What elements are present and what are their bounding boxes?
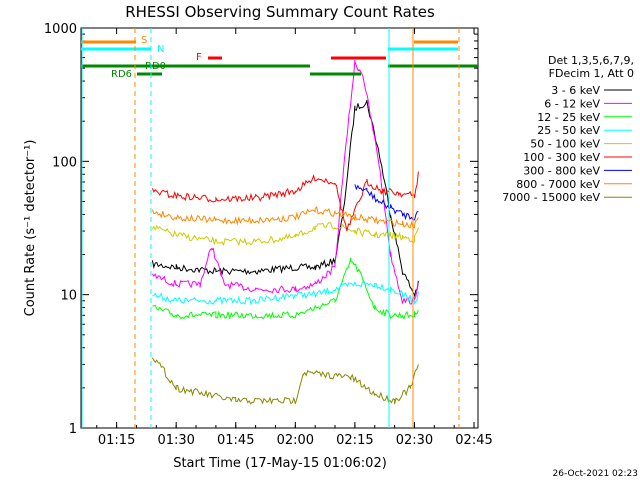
flags-layer: SN F RD0 RD6 (81, 28, 478, 428)
legend-label-3: 12 - 25 keV (537, 111, 600, 124)
y-tick-label: 10 (60, 289, 77, 304)
flag-label-n: N (157, 44, 164, 55)
legend-label-9: 7000 - 15000 keV (502, 191, 600, 204)
series-line-9 (151, 357, 419, 405)
x-tick-label: 01:30 (157, 433, 194, 448)
flag-label-f: F (196, 52, 202, 63)
legend-label-7: 300 - 800 keV (523, 164, 600, 177)
legend-label-2: 6 - 12 keV (544, 97, 600, 110)
series-line-3 (152, 257, 419, 320)
chart-title: RHESSI Observing Summary Count Rates (125, 3, 435, 21)
legend-label-1: 3 - 6 keV (551, 84, 600, 97)
legend-header-line-2: FDecim 1, Att 0 (549, 67, 634, 80)
series-line-7 (354, 184, 419, 221)
series-line-1 (151, 99, 419, 297)
x-tick-label: 02:15 (336, 433, 373, 448)
series-line-6 (151, 171, 419, 232)
x-tick-label: 02:45 (455, 433, 492, 448)
legend-label-8: 800 - 7000 keV (516, 178, 600, 191)
x-tick-label: 02:30 (396, 433, 433, 448)
flag-label-s: S (141, 35, 147, 46)
flag-label-rd0: RD0 (145, 61, 166, 72)
y-axis-label: Count Rate (s⁻¹ detector⁻¹) (23, 140, 38, 317)
x-tick-label: 01:15 (98, 433, 135, 448)
legend-label-4: 25 - 50 keV (537, 124, 600, 137)
y-tick-label: 1000 (44, 22, 77, 37)
y-tick-label: 1 (69, 422, 77, 437)
legend: Det 1,3,5,6,7,9, FDecim 1, Att 0 3 - 6 k… (502, 54, 634, 204)
series-line-4 (152, 281, 419, 306)
y-tick-label: 100 (52, 155, 77, 170)
flag-label-rd6: RD6 (111, 69, 132, 80)
x-axis-label: Start Time (17-May-15 01:06:02) (173, 456, 387, 471)
series-line-8 (151, 206, 419, 229)
plot-frame (80, 27, 479, 429)
series-line-5 (151, 222, 419, 247)
axes-layer: 01:15 01:30 01:45 02:00 02:15 02:30 02:45 1 10 10… (44, 22, 493, 448)
x-tick-label: 02:00 (277, 433, 314, 448)
series-layer (151, 59, 419, 405)
x-tick-label: 01:45 (217, 433, 254, 448)
legend-header-line-1: Det 1,3,5,6,7,9, (548, 54, 634, 67)
footer-date: 26-Oct-2021 02:23 (553, 469, 638, 479)
legend-label-6: 100 - 300 keV (523, 151, 600, 164)
series-line-2 (151, 59, 419, 305)
legend-label-5: 50 - 100 keV (530, 138, 600, 151)
